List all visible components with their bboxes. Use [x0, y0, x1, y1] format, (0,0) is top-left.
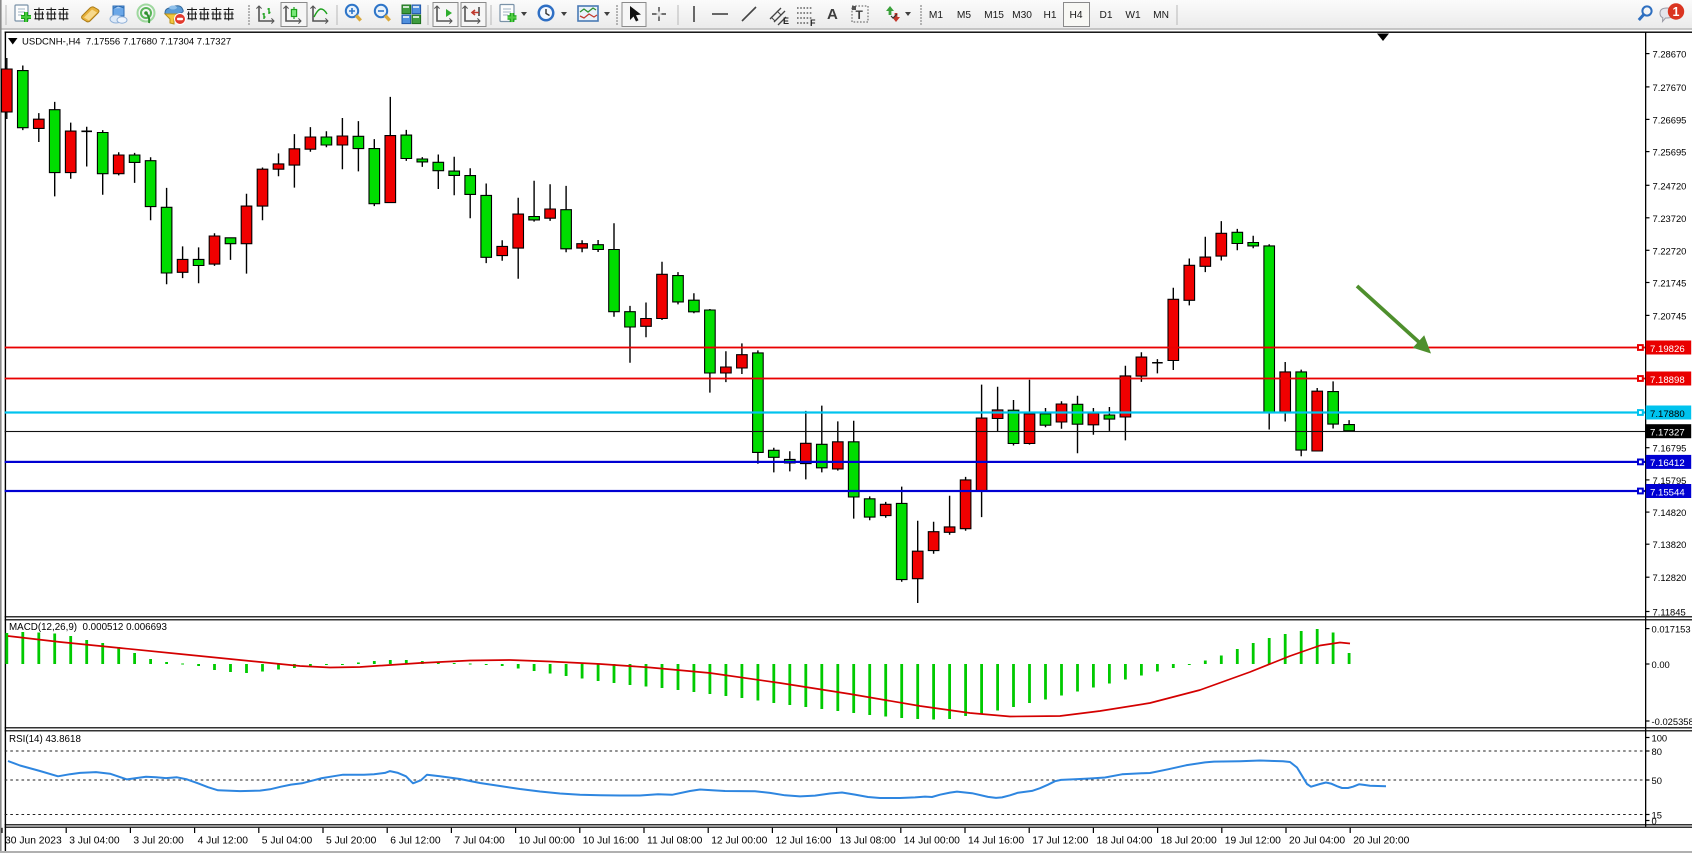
svg-text:3 Jul 04:00: 3 Jul 04:00 — [69, 836, 120, 847]
svg-text:12 Jul 00:00: 12 Jul 00:00 — [711, 836, 767, 847]
svg-text:7.18898: 7.18898 — [1650, 375, 1685, 386]
svg-text:5 Jul 04:00: 5 Jul 04:00 — [262, 836, 313, 847]
svg-text:T: T — [856, 8, 864, 22]
svg-text:14 Jul 00:00: 14 Jul 00:00 — [904, 836, 960, 847]
svg-text:17 Jul 12:00: 17 Jul 12:00 — [1032, 836, 1088, 847]
svg-text:7.13820: 7.13820 — [1653, 539, 1687, 550]
svg-text:W1: W1 — [1125, 10, 1141, 21]
svg-text:M5: M5 — [957, 10, 971, 21]
svg-text:F: F — [810, 18, 816, 28]
svg-text:7.12820: 7.12820 — [1653, 572, 1687, 583]
svg-text:7.20745: 7.20745 — [1653, 310, 1687, 321]
svg-text:20 Jul 20:00: 20 Jul 20:00 — [1353, 836, 1409, 847]
svg-text:7.11845: 7.11845 — [1653, 607, 1686, 618]
svg-text:50: 50 — [1652, 775, 1662, 786]
svg-text:7.19826: 7.19826 — [1650, 344, 1685, 355]
svg-text:7.22720: 7.22720 — [1653, 245, 1687, 256]
svg-text:7 Jul 04:00: 7 Jul 04:00 — [454, 836, 505, 847]
svg-text:7.24720: 7.24720 — [1653, 180, 1687, 191]
svg-text:-0.025358: -0.025358 — [1652, 716, 1692, 727]
svg-text:MACD(12,26,9) 0.000512 0.0066: MACD(12,26,9) 0.000512 0.006693 — [9, 622, 167, 633]
svg-text:12 Jul 16:00: 12 Jul 16:00 — [775, 836, 831, 847]
svg-text:7.28670: 7.28670 — [1653, 49, 1687, 60]
svg-text:H1: H1 — [1043, 10, 1056, 21]
svg-text:USDCNH-,H4 7.17556 7.17680 7.: USDCNH-,H4 7.17556 7.17680 7.17304 7.173… — [22, 37, 231, 48]
svg-text:7.26695: 7.26695 — [1653, 114, 1687, 125]
svg-text:RSI(14) 43.8618: RSI(14) 43.8618 — [9, 734, 81, 745]
svg-text:30 Jun 2023: 30 Jun 2023 — [5, 836, 62, 847]
svg-text:18 Jul 04:00: 18 Jul 04:00 — [1096, 836, 1152, 847]
svg-text:A: A — [827, 6, 838, 23]
svg-text:100: 100 — [1652, 733, 1668, 744]
svg-text:0.017153: 0.017153 — [1652, 624, 1691, 635]
svg-text:19 Jul 12:00: 19 Jul 12:00 — [1225, 836, 1281, 847]
svg-text:7.17327: 7.17327 — [1650, 428, 1685, 439]
svg-text:0.00: 0.00 — [1652, 659, 1670, 670]
svg-text:H4: H4 — [1069, 10, 1082, 21]
svg-text:7.17880: 7.17880 — [1650, 409, 1685, 420]
svg-text:E: E — [783, 16, 789, 26]
svg-text:D1: D1 — [1099, 10, 1112, 21]
svg-text:3 Jul 20:00: 3 Jul 20:00 — [133, 836, 184, 847]
svg-text:7.27670: 7.27670 — [1653, 82, 1687, 93]
svg-text:11 Jul 08:00: 11 Jul 08:00 — [647, 836, 703, 847]
svg-text:0: 0 — [1652, 816, 1657, 827]
svg-text:5 Jul 20:00: 5 Jul 20:00 — [326, 836, 377, 847]
svg-text:14 Jul 16:00: 14 Jul 16:00 — [968, 836, 1024, 847]
svg-text:4 Jul 12:00: 4 Jul 12:00 — [198, 836, 249, 847]
svg-text:1: 1 — [1673, 5, 1680, 19]
svg-text:80: 80 — [1652, 746, 1662, 757]
svg-text:7.16412: 7.16412 — [1650, 458, 1685, 469]
svg-text:20 Jul 04:00: 20 Jul 04:00 — [1289, 836, 1345, 847]
svg-text:7.23720: 7.23720 — [1653, 213, 1687, 224]
svg-text:7.25695: 7.25695 — [1653, 147, 1687, 158]
svg-text:M30: M30 — [1012, 10, 1032, 21]
svg-text:7.16795: 7.16795 — [1653, 443, 1687, 454]
svg-text:10 Jul 00:00: 10 Jul 00:00 — [519, 836, 575, 847]
svg-text:13 Jul 08:00: 13 Jul 08:00 — [840, 836, 896, 847]
svg-text:6 Jul 12:00: 6 Jul 12:00 — [390, 836, 441, 847]
svg-text:7.14820: 7.14820 — [1653, 507, 1687, 518]
svg-text:10 Jul 16:00: 10 Jul 16:00 — [583, 836, 639, 847]
svg-text:7.21745: 7.21745 — [1653, 278, 1687, 289]
svg-text:M1: M1 — [929, 10, 943, 21]
svg-text:M15: M15 — [984, 10, 1004, 21]
svg-text:18 Jul 20:00: 18 Jul 20:00 — [1161, 836, 1217, 847]
svg-text:7.15544: 7.15544 — [1650, 487, 1685, 498]
svg-text:MN: MN — [1153, 10, 1169, 21]
